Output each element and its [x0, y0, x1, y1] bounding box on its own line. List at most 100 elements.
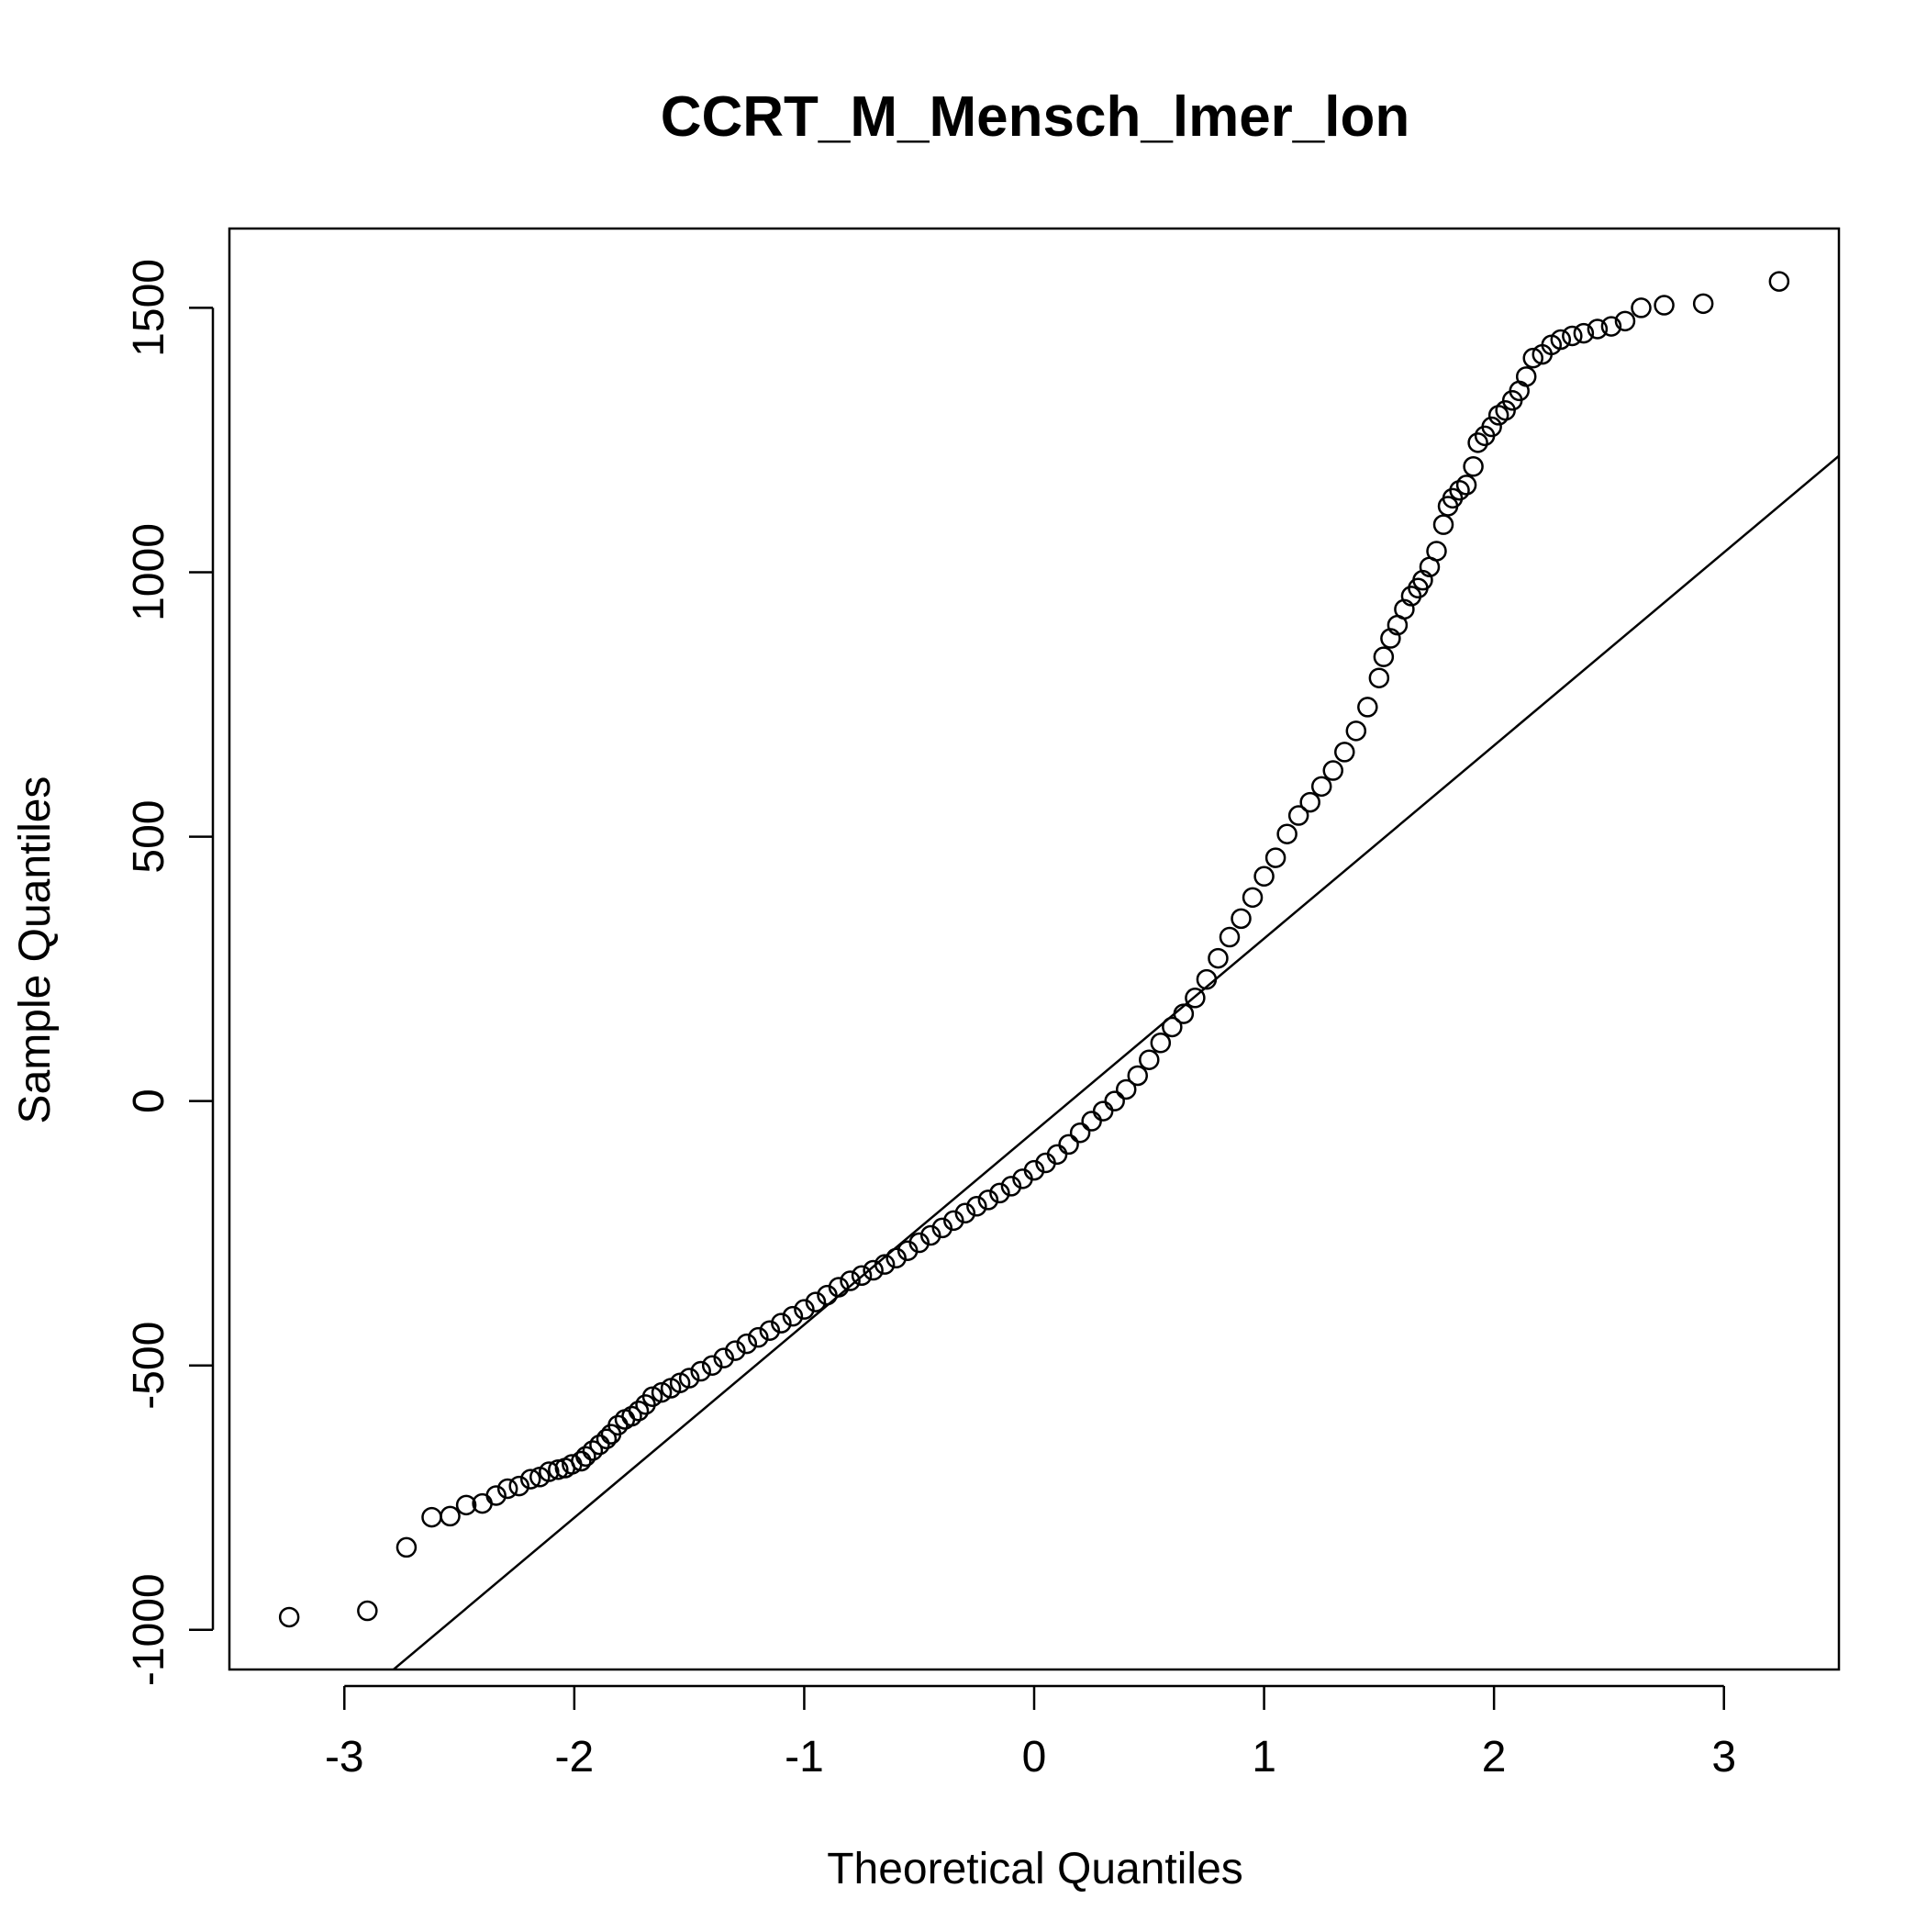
data-point [931, 1217, 953, 1239]
y-tick-label: -500 [125, 1322, 173, 1410]
data-point [1380, 628, 1401, 649]
data-point [725, 1340, 746, 1361]
data-point [1455, 475, 1477, 496]
data-point [395, 1536, 418, 1558]
data-point [1150, 1033, 1172, 1054]
data-point [1000, 1176, 1022, 1197]
data-point [1023, 1159, 1045, 1181]
data-point [1092, 1100, 1114, 1122]
data-point [840, 1270, 861, 1291]
data-point [748, 1326, 769, 1348]
data-point [863, 1259, 884, 1281]
data-point [1449, 479, 1470, 501]
data-point [1432, 514, 1454, 535]
data-point [1162, 1016, 1183, 1038]
data-point [508, 1475, 529, 1497]
data-point [678, 1368, 700, 1389]
data-point [908, 1232, 930, 1254]
data-point [1081, 1111, 1102, 1132]
data-point [977, 1189, 999, 1211]
y-tick-label: 1500 [125, 259, 173, 357]
data-point [651, 1381, 673, 1403]
data-point [966, 1196, 987, 1217]
x-tick-label: -3 [325, 1733, 364, 1781]
data-point [1562, 325, 1583, 347]
data-point [1654, 295, 1675, 316]
data-point [690, 1360, 711, 1382]
chart-title: CCRT_M_Mensch_lmer_lon [661, 85, 1410, 149]
data-point [1069, 1122, 1091, 1144]
data-point [1467, 432, 1488, 453]
data-point [1394, 598, 1415, 620]
y-tick-label: 500 [125, 800, 173, 874]
y-axis-label: Sample Quantiles [11, 776, 60, 1124]
data-point [886, 1247, 907, 1269]
plot-frame [228, 227, 1841, 1671]
y-tick-label: 0 [125, 1089, 173, 1113]
x-tick-label: 1 [1252, 1733, 1276, 1781]
data-point [571, 1450, 592, 1472]
data-point [496, 1478, 518, 1500]
data-point [1600, 316, 1622, 337]
x-tick-label: -2 [555, 1733, 595, 1781]
data-point [519, 1469, 541, 1490]
data-point [954, 1202, 976, 1224]
data-point [1587, 318, 1609, 340]
data-point [1253, 865, 1275, 888]
data-point [782, 1305, 804, 1327]
data-point [539, 1461, 560, 1482]
data-point [440, 1505, 461, 1527]
data-point [1310, 776, 1332, 798]
data-point [485, 1485, 507, 1506]
data-point [1231, 908, 1252, 930]
data-point [1219, 926, 1241, 948]
data-point [278, 1606, 300, 1628]
data-point [1357, 697, 1378, 718]
data-point [1115, 1078, 1137, 1100]
data-point [1185, 988, 1206, 1009]
data-point [1334, 742, 1355, 763]
data-point [1345, 720, 1367, 742]
data-point [1768, 271, 1790, 292]
data-point [771, 1312, 792, 1334]
data-point [1368, 667, 1390, 688]
data-point [1573, 322, 1595, 344]
y-tick-label: -1000 [125, 1573, 173, 1686]
data-point [713, 1347, 734, 1368]
data-point [1515, 366, 1537, 387]
data-point [1373, 646, 1395, 667]
data-point [1264, 847, 1287, 868]
data-point [1550, 329, 1572, 351]
data-point [1426, 541, 1447, 562]
data-point [1139, 1049, 1160, 1070]
data-point [1522, 347, 1543, 369]
data-point [1127, 1065, 1149, 1087]
data-point [421, 1506, 442, 1528]
data-point [1208, 947, 1229, 969]
x-tick-label: 2 [1482, 1733, 1507, 1781]
x-tick-label: 0 [1022, 1733, 1047, 1781]
data-point [851, 1265, 873, 1287]
data-point [1614, 310, 1636, 332]
data-point [575, 1446, 596, 1468]
data-point [1058, 1134, 1079, 1156]
data-point [1173, 1003, 1195, 1024]
data-point [621, 1405, 642, 1427]
data-point [1631, 297, 1652, 318]
data-point [1299, 791, 1320, 813]
data-point [874, 1254, 896, 1275]
data-point [357, 1600, 378, 1622]
data-point [759, 1320, 781, 1341]
data-point [1692, 293, 1714, 315]
data-point [1322, 760, 1343, 781]
data-point [989, 1182, 1010, 1204]
data-point [794, 1299, 815, 1320]
y-tick-label: 1000 [125, 523, 173, 621]
data-point [828, 1277, 850, 1298]
data-point [1196, 968, 1218, 990]
data-point [1412, 569, 1433, 591]
x-tick-label: 3 [1711, 1733, 1736, 1781]
chart-marks: -3 -2 -1 0 1 2 3 -1000 -500 0 500 1000 1500 [125, 227, 1841, 1781]
